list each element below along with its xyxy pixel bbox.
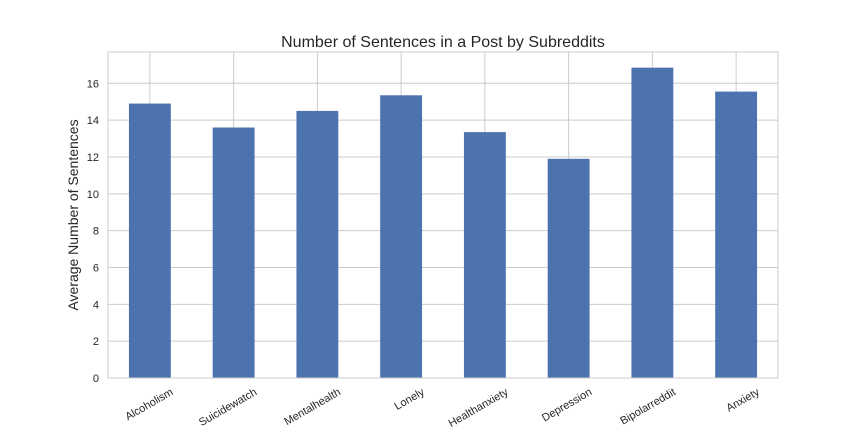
bar-anxiety [715,91,758,378]
y-tick-label: 14 [87,115,99,127]
bar-alcoholism [128,103,171,378]
bar-lonely [380,95,423,379]
y-tick-label: 6 [93,262,99,274]
y-tick-label: 10 [87,189,99,201]
bar-bipolarreddit [631,67,674,378]
x-tick-labels: Alcoholism Suicidewatch Mentalhealth Lonely… [123,386,762,430]
y-tick-label: 8 [93,226,99,238]
chart-title: Number of Sentences in a Post by Subredd… [281,34,605,51]
x-tick-label: Mentalhealth [282,386,343,428]
y-tick-label: 16 [87,78,99,90]
bar-mentalhealth [296,110,339,378]
y-tick-label: 0 [93,373,99,385]
y-tick-label: 4 [93,299,99,311]
x-tick-label: Alcoholism [123,386,175,423]
bars [128,67,758,379]
x-tick-label: Suicidewatch [197,386,259,429]
gridlines [108,52,778,379]
y-axis-label: Average Number of Sentences [65,119,81,310]
bar-suicidewatch [212,127,255,378]
x-tick-label: Bipolarreddit [618,386,677,427]
x-tick-label: Healthanxiety [447,386,511,430]
x-tick-label: Depression [540,386,594,424]
bar-depression [547,158,590,378]
bar-healthanxiety [463,132,506,378]
plot-frame [107,51,779,379]
x-tick-label: Lonely [393,386,428,413]
y-tick-label: 2 [93,336,99,348]
y-tick-labels: 0 2 4 6 8 10 12 14 16 [87,78,99,385]
y-tick-label: 12 [87,152,99,164]
x-tick-label: Anxiety [724,386,762,415]
